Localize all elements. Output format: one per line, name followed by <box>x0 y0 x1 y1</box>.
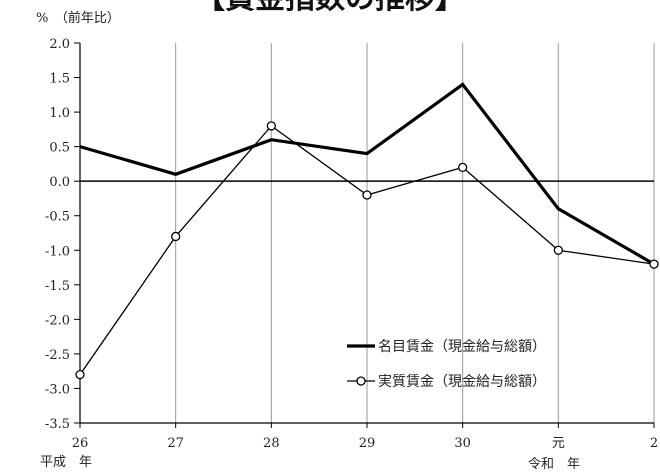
x-tick-label: 29 <box>359 436 376 451</box>
axes <box>74 42 655 428</box>
y-tick-label: 0.5 <box>49 141 70 156</box>
legend-marker-real <box>356 376 366 386</box>
y-axis-unit-label: % （前年比） <box>36 10 120 26</box>
series <box>75 82 659 380</box>
data-point <box>553 245 563 255</box>
y-tick-labels: 2.0 1.5 1.0 0.5 0.0 -0.5 -1.0 -1.5 -2.0 -2.5 -3.0 -… <box>45 37 70 432</box>
y-tick-label: 1.0 <box>49 106 70 121</box>
y-tick-label: 0.0 <box>49 175 70 190</box>
x-tick-labels: 26 27 28 29 30 元 2 <box>72 436 658 451</box>
data-point <box>458 162 468 173</box>
data-point <box>362 190 372 200</box>
data-point <box>75 369 85 380</box>
series-line-0 <box>79 82 655 266</box>
x-tick-label: 27 <box>167 436 184 451</box>
y-tick-label: 2.0 <box>49 37 70 52</box>
x-tick-label: 2 <box>650 436 658 451</box>
y-tick-label: -3.5 <box>45 417 70 432</box>
legend-label-nominal: 名目賃金（現金給与総額） <box>378 339 546 355</box>
x-tick-label: 30 <box>454 436 471 451</box>
y-tick-label: -3.0 <box>45 382 70 397</box>
x-tick-label: 元 <box>552 436 565 451</box>
y-tick-label: -0.5 <box>45 210 70 225</box>
y-tick-label: -2.5 <box>45 348 70 363</box>
legend-label-real: 実質賃金（現金給与総額） <box>378 374 546 390</box>
x-tick-label: 28 <box>263 436 280 451</box>
y-tick-label: -1.0 <box>45 244 70 259</box>
grid <box>175 43 655 423</box>
data-point <box>266 121 276 131</box>
y-tick-label: 1.5 <box>49 72 70 87</box>
legend: 名目賃金（現金給与総額） 実質賃金（現金給与総額） <box>347 339 546 390</box>
y-tick-label: -1.5 <box>45 279 70 294</box>
y-tick-label: -2.0 <box>45 313 70 328</box>
chart-title: 【賃金指数の推移】 <box>195 0 465 16</box>
data-point <box>649 259 659 269</box>
era-label-reiwa: 令和 年 <box>528 457 580 472</box>
data-point <box>171 231 181 242</box>
x-tick-label: 26 <box>72 436 89 451</box>
era-label-heisei: 平成 年 <box>40 455 92 470</box>
